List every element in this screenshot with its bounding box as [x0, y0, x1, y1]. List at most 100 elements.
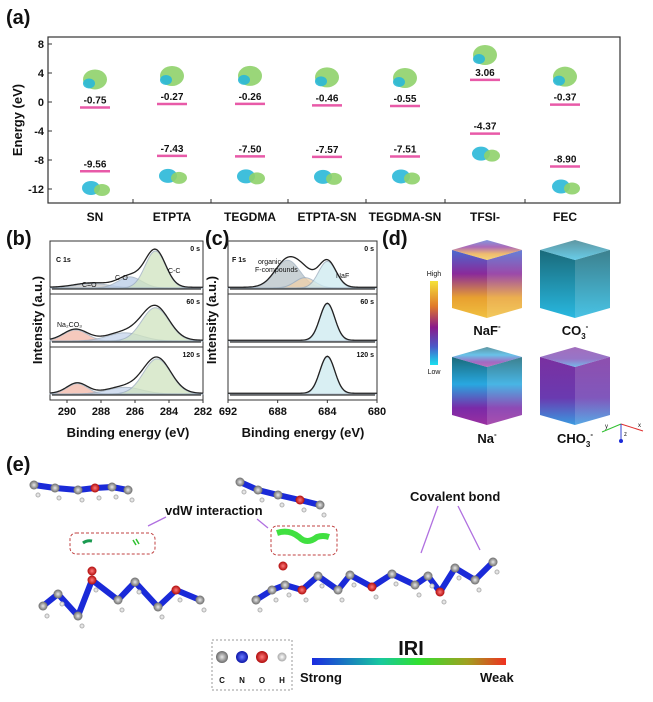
cube-face-top [452, 347, 522, 367]
legend-atom-c [216, 651, 228, 663]
level-value: -0.55 [394, 94, 417, 105]
carbon-atom [450, 563, 460, 573]
oxygen-atom [87, 575, 97, 585]
iri-weak-label: Weak [480, 670, 514, 685]
annotation-c-o-single: C-O [115, 275, 128, 282]
spectrum-frame [49, 346, 204, 401]
carbon-atom [38, 601, 48, 611]
level-value: -7.43 [161, 144, 184, 155]
carbon-atom [387, 569, 397, 579]
vdw-surface [276, 528, 330, 544]
carbon-atom [123, 485, 133, 495]
lumo-orbital-lobe [393, 76, 405, 87]
carbon-atom [107, 482, 117, 492]
category-label: TEGDMA [224, 210, 276, 224]
spectrum-envelope [228, 302, 377, 341]
tof-sims-cubes [452, 240, 610, 425]
bond-isosurface [55, 591, 81, 619]
time-label: 0 s [190, 246, 200, 253]
hydrogen-atom [79, 497, 85, 503]
fit-component [228, 260, 377, 289]
hydrogen-atom [96, 495, 102, 501]
category-label: TFSI- [470, 210, 500, 224]
level-value: -7.51 [394, 144, 417, 155]
carbon-atom [333, 585, 343, 595]
level-value: -0.46 [316, 93, 339, 104]
hydrogen-atom [136, 589, 142, 595]
homo-orbital-lobe [249, 172, 265, 185]
legend-atom-label: H [279, 676, 285, 685]
cube-face-left [540, 250, 575, 318]
carbon-atom [410, 580, 420, 590]
category-label: ETPTA-SN [297, 210, 356, 224]
x-tick-label: 288 [92, 406, 110, 418]
oxygen-atom [295, 495, 305, 505]
hydrogen-atom [301, 507, 307, 513]
oxygen-atom [367, 582, 377, 592]
annotation-organic: organic [258, 259, 281, 266]
hydrogen-atom [79, 623, 85, 629]
homo-orbital-lobe [171, 171, 187, 184]
legend-atom-label: N [239, 676, 245, 685]
legend-atom-o [256, 651, 268, 663]
level-value: -0.26 [239, 92, 262, 103]
homo-orbital-lobe [326, 172, 342, 185]
carbon-atom [470, 575, 480, 585]
svg-text:y: y [605, 424, 608, 430]
x-tick-label: 282 [194, 406, 212, 418]
covalent-label: Covalent bond [410, 489, 500, 504]
carbon-atom [251, 595, 261, 605]
panel-label-d: (d) [382, 228, 408, 250]
hydrogen-atom [429, 583, 435, 589]
carbon-atom [73, 485, 83, 495]
f1s-y-axis-label: Intensity (a.u.) [204, 276, 219, 364]
y-tick-label: 0 [38, 97, 44, 109]
level-value: -0.37 [554, 93, 577, 104]
bond-isosurface [437, 565, 458, 595]
hydrogen-atom [129, 497, 135, 503]
carbon-atom [253, 485, 263, 495]
svg-text:x: x [638, 423, 641, 429]
cube-face-top [452, 240, 522, 260]
vdw-box-left [69, 532, 156, 555]
fit-component [228, 356, 377, 395]
homo-orbital-lobe [564, 182, 580, 195]
cube-face-top [540, 240, 610, 260]
oxygen-atom [90, 483, 100, 493]
annotation-naf: NaF [336, 273, 349, 280]
colorbar-low: Low [428, 369, 442, 376]
y-axis-label: Energy (eV) [10, 84, 25, 156]
lumo-orbital-lobe [83, 78, 95, 89]
level-value: -7.50 [239, 144, 262, 155]
hydrogen-atom [286, 592, 292, 598]
fit-component [50, 250, 204, 289]
cube-face-left [540, 357, 575, 425]
hydrogen-atom [476, 587, 482, 593]
hydrogen-atom [35, 492, 41, 498]
category-label: FEC [553, 210, 577, 224]
hydrogen-atom [321, 512, 327, 518]
hydrogen-atom [351, 582, 357, 588]
y-tick-label: -4 [34, 126, 45, 138]
level-value: 3.06 [475, 68, 495, 79]
x-tick-label: 284 [160, 406, 179, 418]
cube-label-co3: CO3- [562, 322, 589, 341]
spectrum-frame [227, 293, 378, 348]
hydrogen-atom [119, 607, 125, 613]
colorbar [430, 281, 438, 365]
cube-face-top [540, 347, 610, 367]
iri-colorbar [312, 658, 506, 665]
c1s-title: C 1s [56, 257, 71, 264]
cube-label-cho3: CHO3- [557, 430, 593, 449]
fit-component [228, 303, 377, 342]
lumo-orbital-lobe [315, 76, 327, 87]
hydrogen-atom [273, 597, 279, 603]
spectrum-envelope [228, 256, 377, 288]
hydrogen-atom [303, 597, 309, 603]
carbon-atom [315, 500, 325, 510]
vdw-label: vdW interaction [165, 503, 263, 518]
cube-face-right [575, 357, 610, 425]
oxygen-atom [435, 587, 445, 597]
f1s-x-axis-label: Binding energy (eV) [242, 425, 365, 440]
